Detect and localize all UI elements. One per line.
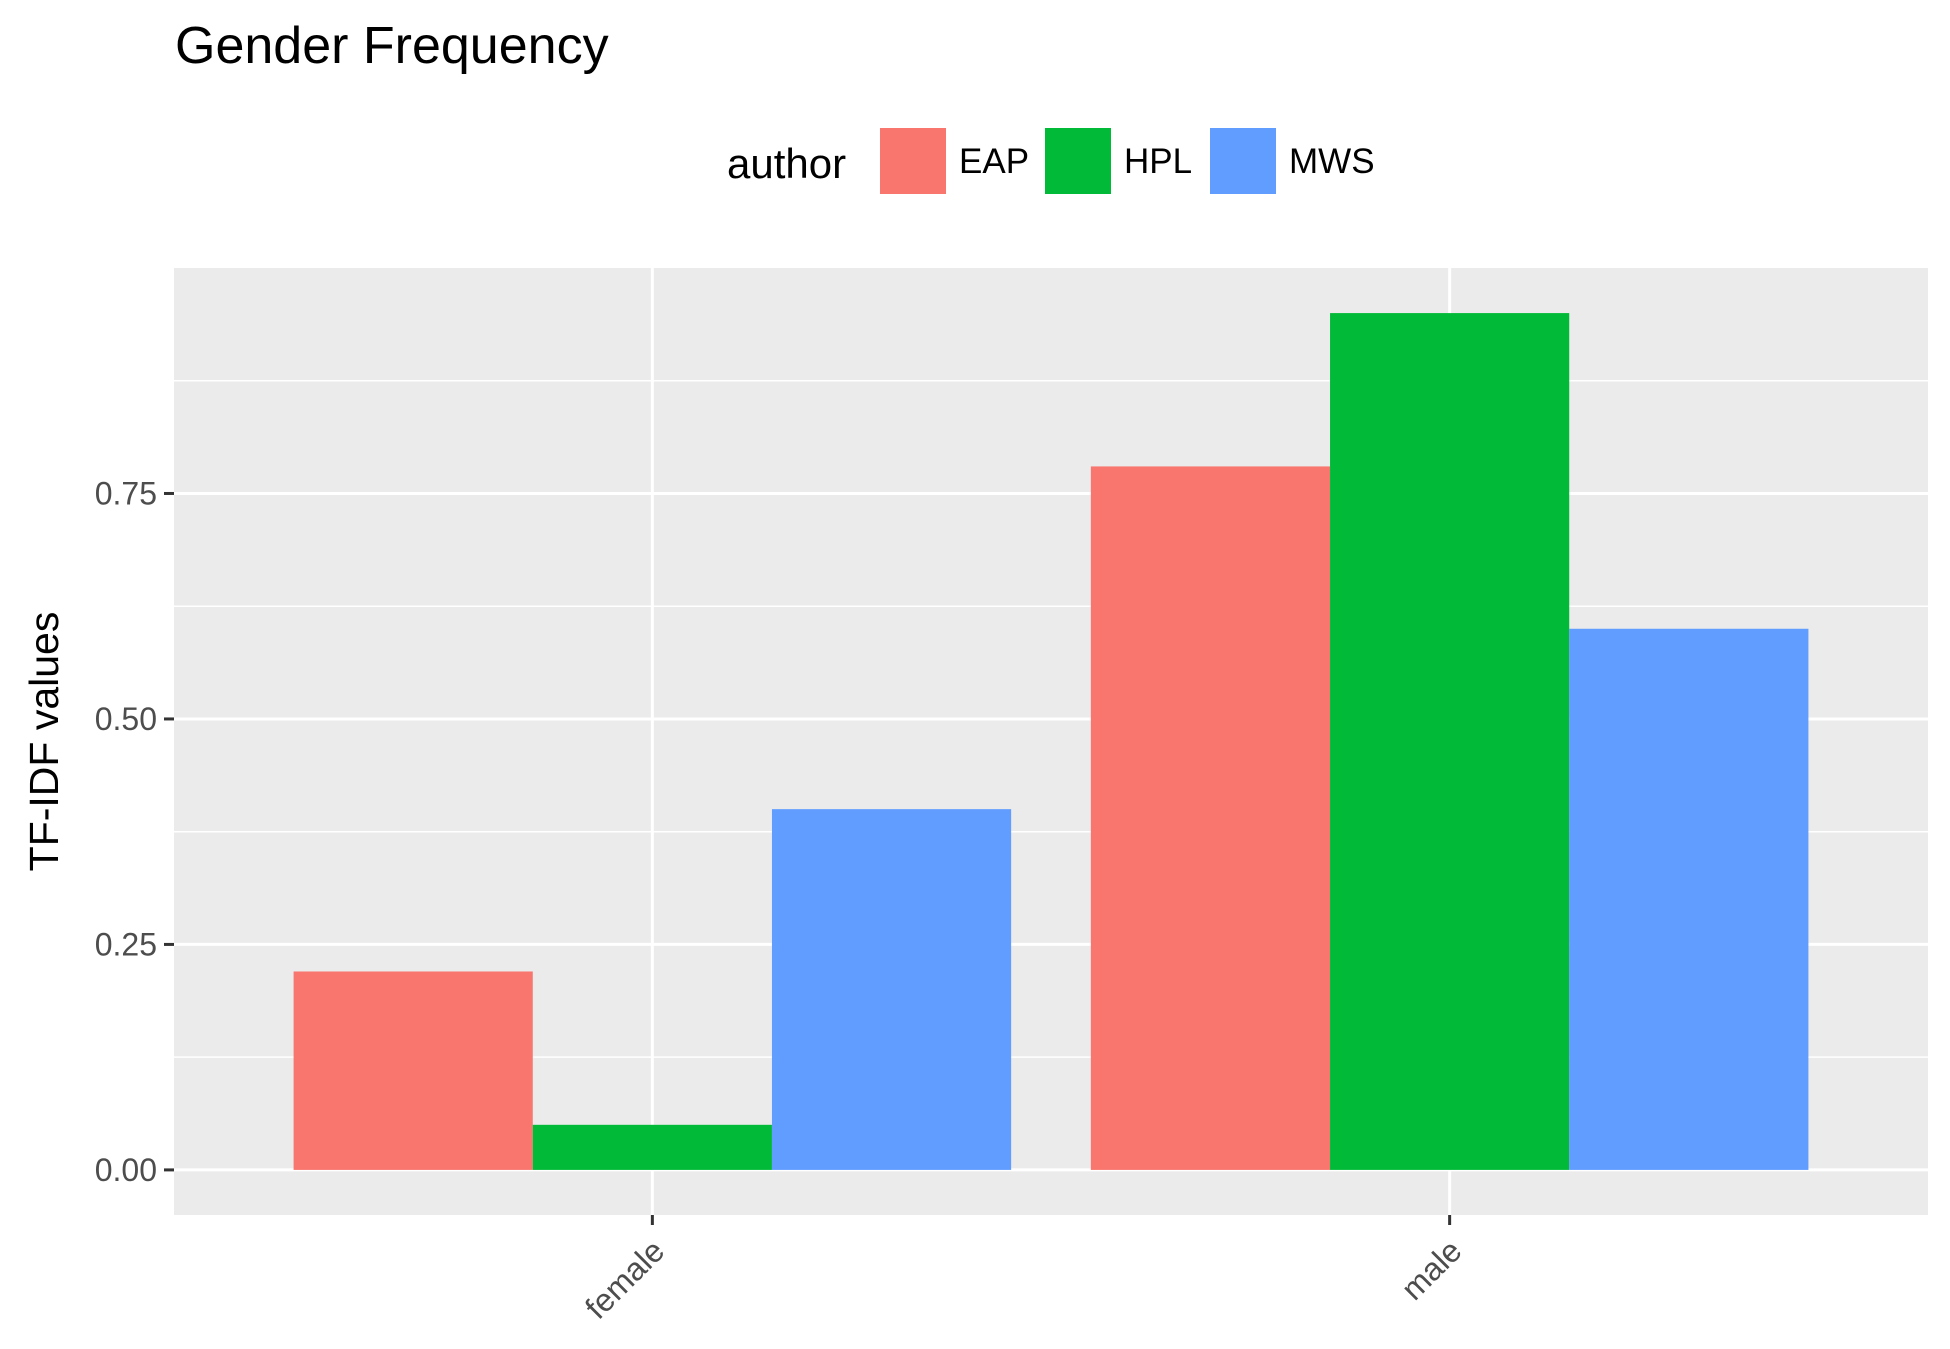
x-tick-label-male: male bbox=[1394, 1232, 1469, 1307]
y-axis: 0.00 0.25 0.50 0.75 bbox=[95, 475, 174, 1188]
legend-label-hpl: HPL bbox=[1124, 142, 1192, 181]
bar-mws-male bbox=[1569, 628, 1809, 1170]
bar-hpl-male bbox=[1330, 313, 1570, 1170]
bars bbox=[293, 313, 1809, 1170]
x-tick-label-female: female bbox=[578, 1232, 671, 1325]
legend-title: author bbox=[727, 140, 846, 187]
x-axis: female male bbox=[578, 1215, 1469, 1326]
legend-label-mws: MWS bbox=[1289, 142, 1375, 181]
bar-hpl-female bbox=[532, 1124, 772, 1170]
legend: author EAP HPL MWS bbox=[727, 128, 1375, 194]
y-axis-title: TF-IDF values bbox=[21, 612, 67, 872]
legend-key-hpl bbox=[1045, 128, 1111, 194]
y-tick-label: 0.00 bbox=[95, 1152, 157, 1188]
bar-eap-male bbox=[1090, 466, 1331, 1170]
y-tick-label: 0.75 bbox=[95, 475, 157, 511]
bar-eap-female bbox=[293, 971, 533, 1170]
y-tick-label: 0.50 bbox=[95, 701, 157, 737]
legend-key-mws bbox=[1210, 128, 1276, 194]
y-tick-label: 0.25 bbox=[95, 926, 157, 962]
legend-label-eap: EAP bbox=[959, 142, 1029, 181]
chart-title: Gender Frequency bbox=[175, 17, 609, 75]
legend-key-eap bbox=[880, 128, 946, 194]
bar-mws-female bbox=[771, 809, 1012, 1170]
